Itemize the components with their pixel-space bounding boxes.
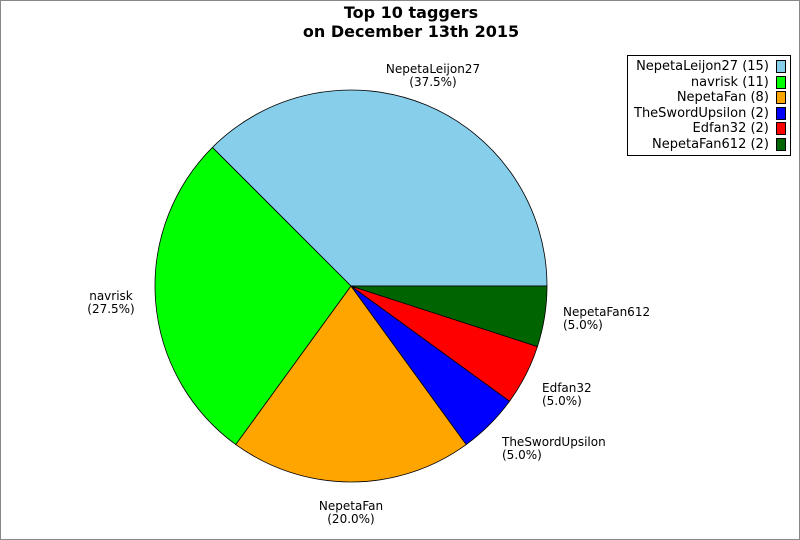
pie-slice-nepetafan <box>235 285 467 483</box>
legend-swatch <box>775 91 786 105</box>
slice-label-edfan32: Edfan32 (5.0%) <box>542 381 592 408</box>
legend: NepetaLeijon27 (15) navrisk (11) NepetaFan… <box>627 55 791 156</box>
pie-slice-nepetaleijon27 <box>211 89 548 287</box>
legend-item-navrisk: navrisk (11) <box>634 75 786 91</box>
legend-swatch <box>775 106 786 120</box>
title-line-1: Top 10 taggers <box>343 3 479 22</box>
slice-label-nepetaleijon27: NepetaLeijon27 (37.5%) <box>385 62 481 89</box>
legend-swatch <box>775 137 786 151</box>
slice-label-nepetafan: NepetaFan (20.0%) <box>318 499 384 526</box>
slice-label-nepetafan612: NepetaFan612 (5.0%) <box>563 305 651 332</box>
legend-swatch <box>775 75 786 89</box>
legend-label: navrisk (11) <box>690 74 769 90</box>
legend-label: TheSwordUpsilon (2) <box>634 105 769 121</box>
pie-slice-nepetafan612 <box>350 285 548 348</box>
slice-label-theswordupsilon: TheSwordUpsilon (5.0%) <box>502 435 606 462</box>
legend-item-nepetaleijon27: NepetaLeijon27 (15) <box>634 59 786 75</box>
legend-item-edfan32: Edfan32 (2) <box>634 121 786 137</box>
legend-label: NepetaFan612 (2) <box>652 136 769 152</box>
legend-item-theswordupsilon: TheSwordUpsilon (2) <box>634 106 786 122</box>
slice-label-navrisk: navrisk (27.5%) <box>87 289 135 316</box>
legend-swatch <box>775 60 786 74</box>
legend-label: NepetaLeijon27 (15) <box>636 59 769 75</box>
legend-label: Edfan32 (2) <box>692 121 769 137</box>
legend-item-nepetafan612: NepetaFan612 (2) <box>634 137 786 153</box>
legend-item-nepetafan: NepetaFan (8) <box>634 90 786 106</box>
pie-slice-navrisk <box>154 146 352 446</box>
legend-label: NepetaFan (8) <box>676 90 769 106</box>
title-line-2: on December 13th 2015 <box>302 22 520 41</box>
chart-title: Top 10 taggers on December 13th 2015 <box>1 3 799 41</box>
legend-swatch <box>775 122 786 136</box>
